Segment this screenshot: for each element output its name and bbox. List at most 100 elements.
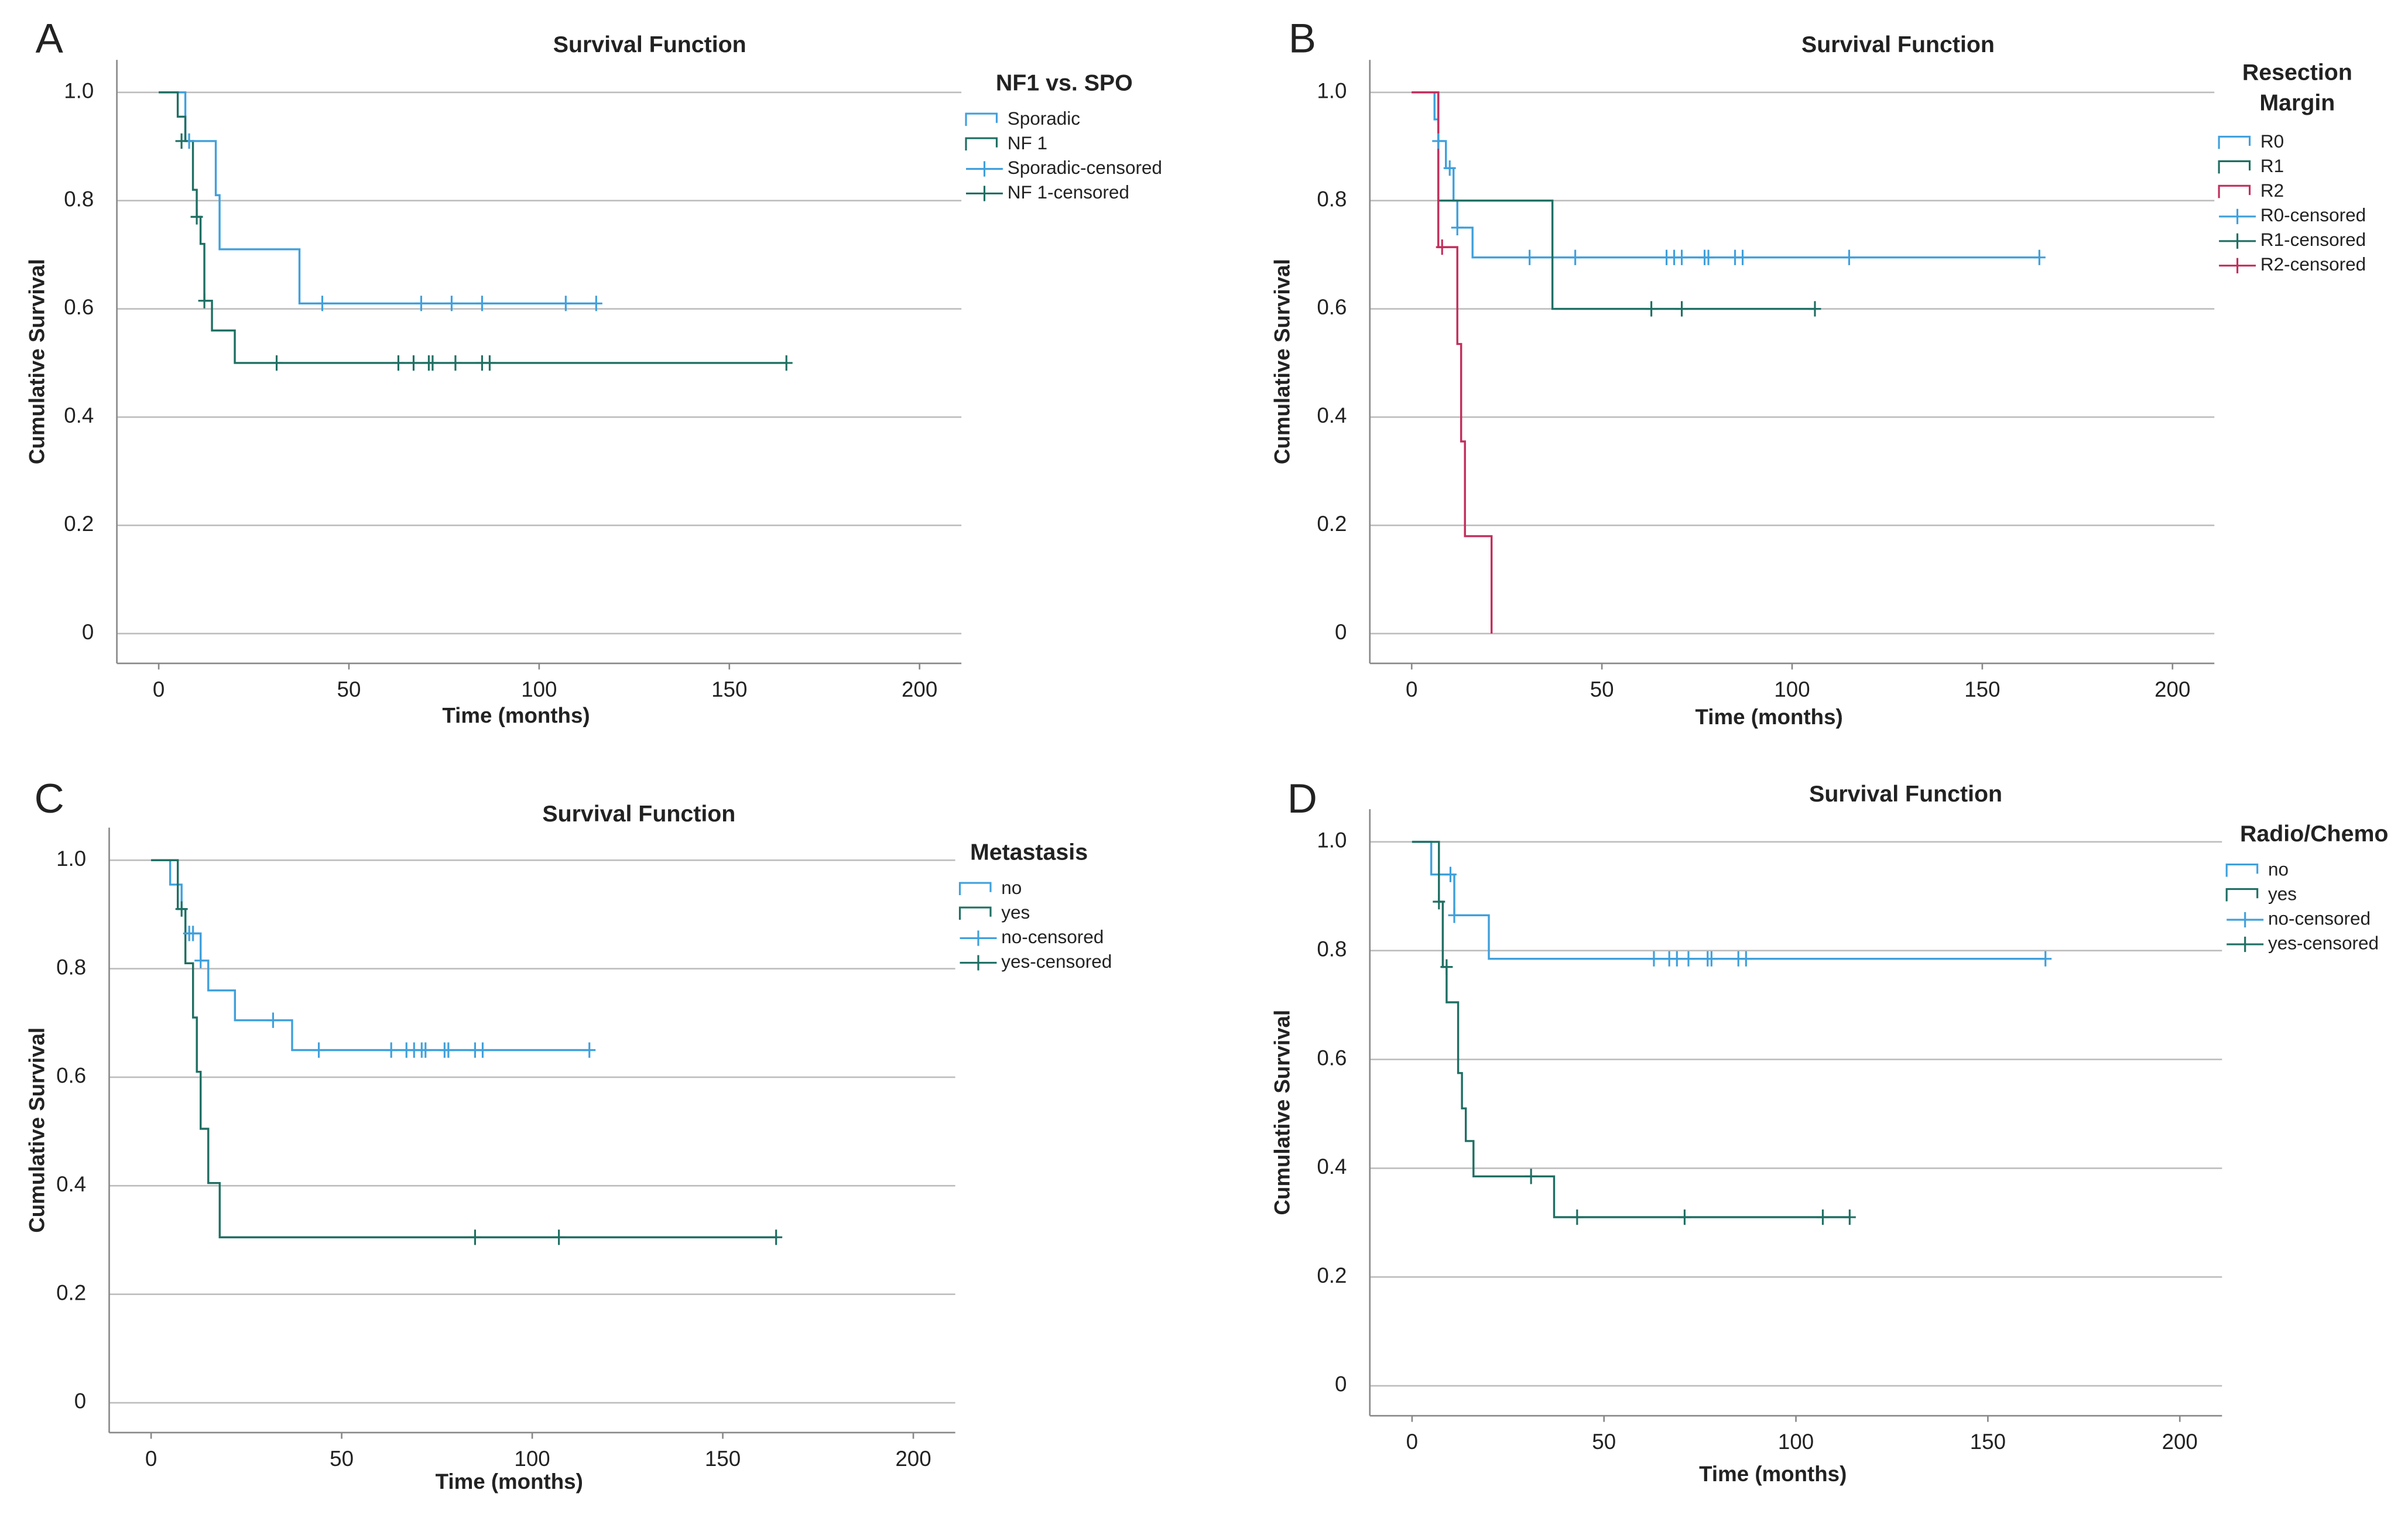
survival-curve bbox=[1412, 841, 1850, 1218]
y-tick-label: 0 bbox=[1335, 1372, 1347, 1396]
legend-label: Sporadic bbox=[1008, 108, 1080, 129]
x-tick-label: 100 bbox=[521, 677, 557, 701]
legend-title: Resection bbox=[2242, 59, 2352, 85]
censor-mark bbox=[1678, 1209, 1691, 1225]
x-tick-label: 200 bbox=[2154, 677, 2190, 701]
panel: D Survival Function Time (months) Cumulativ… bbox=[1270, 776, 2389, 1486]
legend-symbol bbox=[2219, 233, 2256, 249]
x-tick-label: 200 bbox=[2162, 1430, 2198, 1454]
y-tick-label: 0.6 bbox=[56, 1064, 86, 1088]
x-tick-label: 150 bbox=[705, 1447, 741, 1471]
censor-mark bbox=[1843, 1209, 1856, 1225]
censor-mark bbox=[426, 355, 439, 371]
censor-mark bbox=[407, 355, 420, 371]
censor-mark bbox=[270, 355, 283, 371]
legend-label: R2-censored bbox=[2260, 254, 2366, 275]
legend-symbol bbox=[965, 186, 1003, 201]
panel-letter: A bbox=[36, 16, 64, 62]
legend-label: R2 bbox=[2260, 180, 2284, 201]
censor-mark bbox=[1569, 249, 1582, 265]
censor-mark bbox=[442, 1042, 455, 1058]
y-tick-label: 0.4 bbox=[1317, 403, 1347, 427]
legend-label: no bbox=[1001, 878, 1022, 898]
y-tick-label: 0.8 bbox=[1317, 187, 1347, 211]
censor-mark bbox=[316, 296, 328, 311]
censor-mark bbox=[1676, 301, 1688, 317]
x-tick-label: 0 bbox=[1406, 677, 1417, 701]
censor-mark bbox=[175, 901, 188, 917]
x-tick-label: 50 bbox=[1592, 1430, 1616, 1454]
censor-mark bbox=[1525, 1169, 1537, 1184]
survival-curve bbox=[1412, 91, 2040, 259]
legend-label: yes-censored bbox=[1001, 951, 1112, 972]
x-tick-label: 100 bbox=[1774, 677, 1810, 701]
legend-label: no-censored bbox=[1001, 927, 1104, 947]
x-axis-label: Time (months) bbox=[1695, 705, 1843, 729]
legend-symbol bbox=[960, 930, 997, 946]
x-tick-label: 200 bbox=[895, 1447, 931, 1471]
chart-title: Survival Function bbox=[542, 801, 735, 827]
x-axis-label: Time (months) bbox=[442, 704, 590, 728]
censor-mark bbox=[483, 355, 496, 371]
censor-mark bbox=[1440, 959, 1453, 975]
y-tick-label: 0.4 bbox=[1317, 1155, 1347, 1179]
censor-mark bbox=[313, 1042, 326, 1058]
y-tick-label: 0.2 bbox=[64, 512, 94, 536]
censor-mark bbox=[445, 296, 458, 311]
y-tick-label: 0 bbox=[1335, 620, 1347, 644]
x-tick-label: 200 bbox=[902, 677, 937, 701]
censor-mark bbox=[1705, 951, 1718, 967]
censor-mark bbox=[415, 296, 427, 311]
legend-label: Sporadic-censored bbox=[1008, 157, 1162, 178]
censor-mark bbox=[266, 1012, 279, 1028]
censor-mark bbox=[1676, 249, 1688, 265]
censor-mark bbox=[583, 1042, 596, 1058]
censor-mark bbox=[468, 1229, 481, 1245]
y-tick-label: 0.6 bbox=[64, 295, 94, 319]
y-tick-label: 0.6 bbox=[1317, 295, 1347, 319]
censor-mark bbox=[1736, 249, 1749, 265]
censor-mark bbox=[175, 133, 188, 149]
legend-label: yes-censored bbox=[2268, 933, 2379, 953]
censor-mark bbox=[392, 355, 405, 371]
y-tick-label: 1.0 bbox=[64, 78, 94, 102]
legend-symbol bbox=[965, 137, 998, 151]
censor-mark bbox=[1702, 249, 1715, 265]
panel: B Survival Function Time (months) Cumulativ… bbox=[1270, 16, 2366, 729]
censor-mark bbox=[1816, 1209, 1829, 1225]
y-tick-label: 0.6 bbox=[1317, 1046, 1347, 1070]
censor-mark bbox=[1571, 1209, 1584, 1225]
x-tick-label: 100 bbox=[1778, 1430, 1814, 1454]
censor-mark bbox=[449, 355, 462, 371]
x-tick-label: 0 bbox=[153, 677, 165, 701]
censor-mark bbox=[780, 355, 793, 371]
panel-letter: C bbox=[35, 776, 64, 822]
legend-title: Metastasis bbox=[970, 840, 1088, 865]
legend-symbol bbox=[2219, 258, 2256, 273]
censor-mark bbox=[190, 209, 203, 225]
chart-title: Survival Function bbox=[553, 32, 746, 57]
legend-label: R1-censored bbox=[2260, 230, 2366, 250]
survival-curve bbox=[151, 859, 776, 1239]
y-axis-label: Cumulative Survival bbox=[1270, 1010, 1294, 1215]
y-tick-label: 1.0 bbox=[1317, 828, 1347, 852]
censor-mark bbox=[590, 296, 602, 311]
legend-label: no-censored bbox=[2268, 908, 2371, 929]
legend-label: NF 1-censored bbox=[1008, 182, 1129, 203]
chart-title: Survival Function bbox=[1801, 32, 1995, 57]
survival-curve bbox=[1412, 91, 1493, 634]
legend-label: no bbox=[2268, 859, 2289, 879]
legend-symbol bbox=[2219, 208, 2256, 224]
censor-mark bbox=[553, 1229, 566, 1245]
legend-symbol bbox=[2225, 864, 2259, 877]
censor-mark bbox=[2039, 951, 2052, 967]
censor-mark bbox=[1739, 951, 1752, 967]
legend-title: NF1 vs. SPO bbox=[996, 70, 1133, 96]
censor-mark bbox=[1647, 951, 1660, 967]
y-tick-label: 0.2 bbox=[1317, 512, 1347, 536]
y-tick-label: 0.4 bbox=[56, 1172, 86, 1196]
panel: A Survival Function Time (months) Cumulativ… bbox=[25, 16, 1162, 728]
legend-symbol bbox=[958, 906, 992, 920]
